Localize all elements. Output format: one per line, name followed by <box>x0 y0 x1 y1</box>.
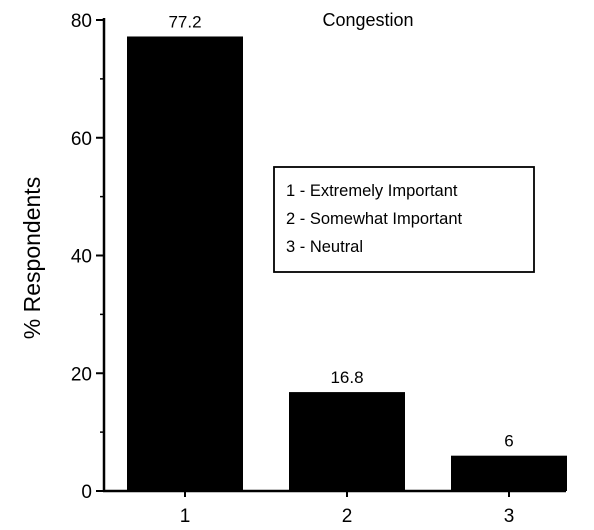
y-tick-label: 0 <box>81 482 92 503</box>
legend: 1 - Extremely Important 2 - Somewhat Imp… <box>273 166 535 273</box>
value-label-3: 6 <box>504 432 513 451</box>
value-label-1: 77.2 <box>168 12 201 31</box>
y-axis-ticks: 0 20 40 60 80 <box>71 11 104 503</box>
bar-3 <box>451 455 567 491</box>
value-label-2: 16.8 <box>330 368 363 387</box>
y-tick-label: 60 <box>71 129 92 150</box>
y-axis-label: % Respondents <box>19 177 45 339</box>
bar-1 <box>127 36 243 492</box>
x-axis-tick-labels: 1 2 3 <box>180 491 515 527</box>
x-tick-label-2: 2 <box>342 506 353 527</box>
value-labels: 77.2 16.8 6 <box>168 12 513 450</box>
bars <box>127 36 567 492</box>
chart-title: Congestion <box>322 10 413 30</box>
x-tick-label-3: 3 <box>504 506 515 527</box>
legend-item-3: 3 - Neutral <box>286 238 363 256</box>
bar-2 <box>289 392 405 491</box>
y-tick-label: 20 <box>71 364 92 385</box>
y-tick-label: 40 <box>71 247 92 268</box>
y-tick-label: 80 <box>71 11 92 32</box>
legend-item-1: 1 - Extremely Important <box>286 182 458 200</box>
legend-item-2: 2 - Somewhat Important <box>286 210 462 228</box>
x-tick-label-1: 1 <box>180 506 191 527</box>
legend-box <box>273 166 535 273</box>
